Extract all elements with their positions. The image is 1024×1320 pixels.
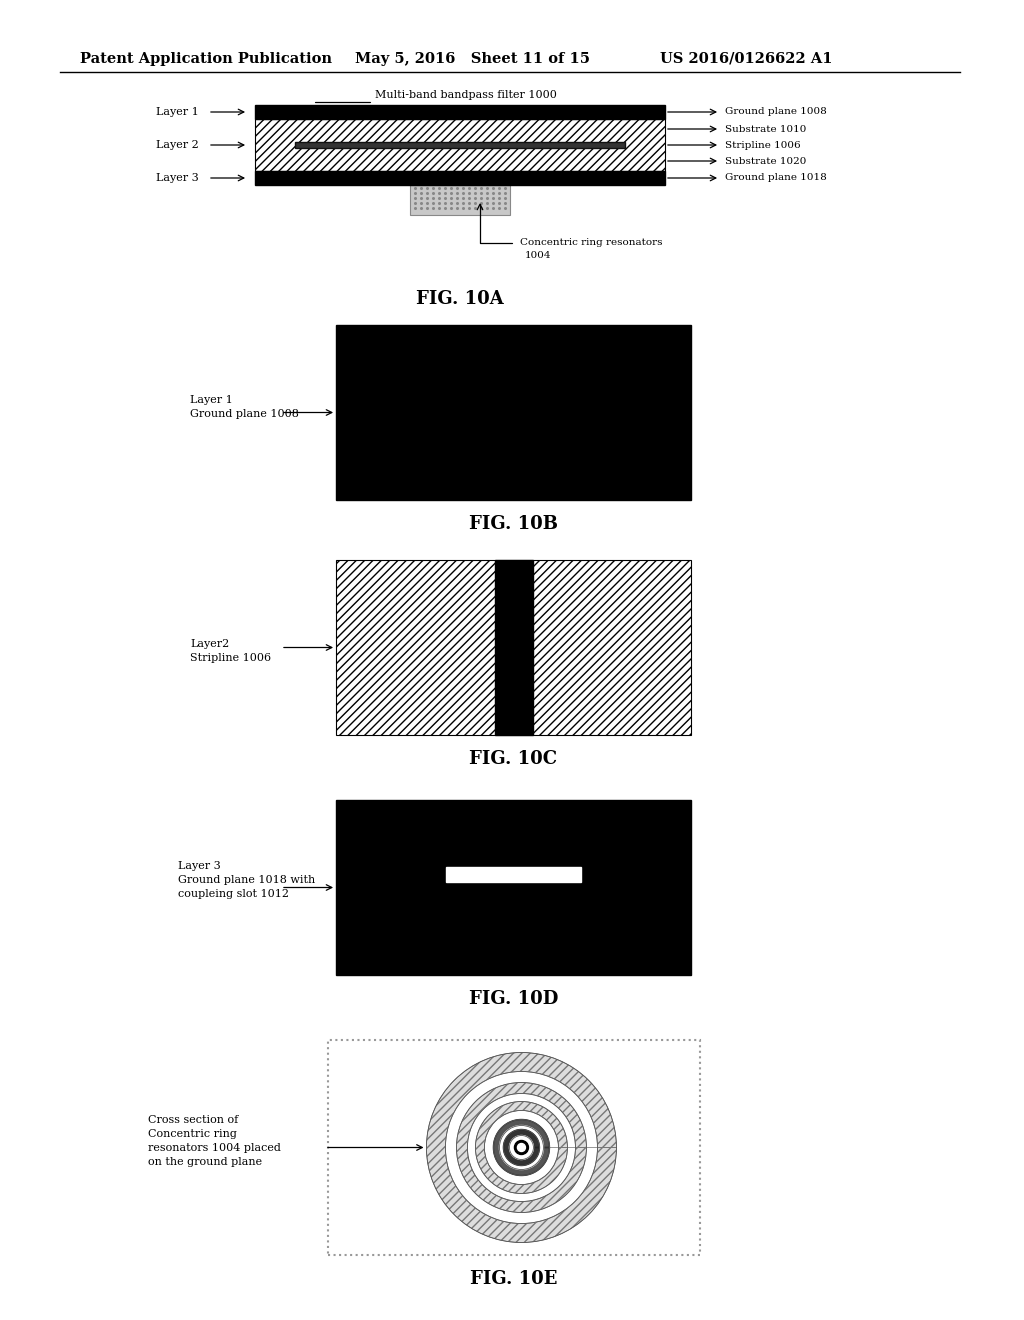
Text: FIG. 10D: FIG. 10D [469, 990, 558, 1008]
Text: Multi-band bandpass filter 1000: Multi-band bandpass filter 1000 [375, 90, 557, 100]
Text: May 5, 2016   Sheet 11 of 15: May 5, 2016 Sheet 11 of 15 [355, 51, 590, 66]
Circle shape [510, 1135, 534, 1159]
Bar [328, 1040, 700, 1255]
Bar [255, 119, 665, 172]
Circle shape [500, 1126, 544, 1170]
Text: Ground plane 1008: Ground plane 1008 [190, 409, 299, 418]
Circle shape [517, 1143, 525, 1151]
Text: Stripline 1006: Stripline 1006 [190, 653, 271, 663]
Text: Concentric ring resonators: Concentric ring resonators [520, 238, 663, 247]
Text: Ground plane 1018 with: Ground plane 1018 with [178, 875, 315, 886]
Text: FIG. 10A: FIG. 10A [416, 290, 504, 308]
Bar [410, 185, 510, 215]
Bar [336, 325, 691, 500]
Bar [495, 560, 532, 735]
Text: 1004: 1004 [525, 251, 552, 260]
Bar [446, 866, 581, 882]
Text: Ground plane 1008: Ground plane 1008 [725, 107, 826, 116]
Text: Patent Application Publication: Patent Application Publication [80, 51, 332, 66]
Polygon shape [494, 1119, 550, 1176]
Text: Ground plane 1018: Ground plane 1018 [725, 173, 826, 182]
Text: Layer 1: Layer 1 [156, 107, 199, 117]
Text: resonators 1004 placed: resonators 1004 placed [148, 1143, 281, 1154]
Text: Layer 1: Layer 1 [190, 395, 232, 405]
Text: Layer 3: Layer 3 [156, 173, 199, 183]
Text: Concentric ring: Concentric ring [148, 1129, 237, 1139]
Text: FIG. 10B: FIG. 10B [469, 515, 558, 533]
Text: Substrate 1020: Substrate 1020 [725, 157, 806, 165]
Text: on the ground plane: on the ground plane [148, 1158, 262, 1167]
Bar [255, 172, 665, 185]
Bar [336, 560, 691, 735]
Bar [336, 800, 691, 975]
Text: Layer2: Layer2 [190, 639, 229, 648]
Polygon shape [445, 1072, 597, 1224]
Text: Substrate 1010: Substrate 1010 [725, 124, 806, 133]
Text: FIG. 10E: FIG. 10E [470, 1270, 558, 1288]
Text: Layer 3: Layer 3 [178, 861, 221, 871]
Polygon shape [484, 1110, 558, 1184]
Polygon shape [426, 1052, 616, 1242]
Circle shape [514, 1140, 528, 1155]
Polygon shape [457, 1082, 587, 1213]
Text: coupleing slot 1012: coupleing slot 1012 [178, 890, 289, 899]
Polygon shape [467, 1093, 575, 1201]
Polygon shape [475, 1101, 567, 1193]
Polygon shape [504, 1130, 540, 1166]
Text: Cross section of: Cross section of [148, 1115, 239, 1125]
Text: Layer 2: Layer 2 [156, 140, 199, 150]
Text: US 2016/0126622 A1: US 2016/0126622 A1 [660, 51, 833, 66]
Text: FIG. 10C: FIG. 10C [469, 750, 557, 768]
Bar [295, 143, 625, 148]
Text: Stripline 1006: Stripline 1006 [725, 140, 801, 149]
Bar [255, 106, 665, 119]
